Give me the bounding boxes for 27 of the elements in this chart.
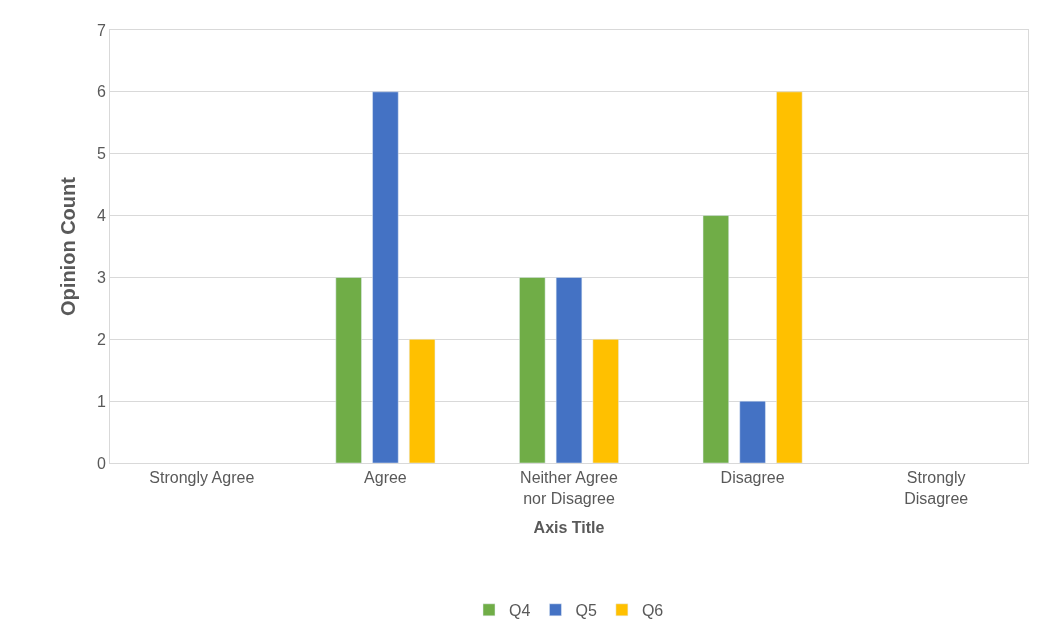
x-axis-title: Axis Title bbox=[533, 518, 605, 536]
bar bbox=[592, 339, 619, 463]
legend-label: Q6 bbox=[641, 602, 664, 620]
legend-label: Q5 bbox=[575, 602, 597, 620]
bar bbox=[372, 91, 399, 463]
y-axis-title: Opinion Count bbox=[57, 176, 80, 316]
y-tick-label: 5 bbox=[96, 145, 106, 163]
bar bbox=[555, 277, 583, 463]
x-tick-label: Neither Agree nor Disagree bbox=[520, 469, 619, 507]
x-tick-label: Strongly Agree bbox=[149, 469, 255, 487]
bar bbox=[739, 400, 766, 463]
y-tick-label: 0 bbox=[96, 454, 106, 472]
y-tick-label: 6 bbox=[96, 83, 106, 101]
y-tick-label: 7 bbox=[96, 21, 106, 39]
y-tick-label: 4 bbox=[96, 207, 106, 225]
y-tick-label: 2 bbox=[96, 330, 106, 348]
legend-label: Q4 bbox=[509, 602, 531, 620]
y-tick-label: 3 bbox=[96, 269, 106, 287]
x-tick-label: Disagree bbox=[720, 469, 785, 487]
bar bbox=[409, 339, 436, 463]
bar bbox=[702, 215, 729, 463]
bar bbox=[519, 277, 546, 463]
bar bbox=[776, 91, 803, 463]
x-tick-label: Strongly Disagree bbox=[904, 469, 969, 507]
x-tick-label: Agree bbox=[364, 469, 407, 487]
y-tick-label: 1 bbox=[96, 392, 106, 410]
bar bbox=[335, 277, 362, 463]
